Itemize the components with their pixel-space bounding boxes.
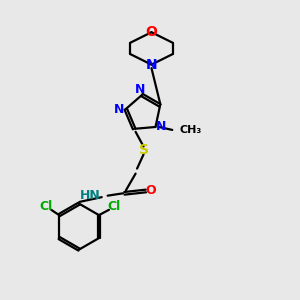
Text: S: S (140, 143, 149, 157)
Text: N: N (135, 83, 146, 96)
Text: HN: HN (80, 189, 101, 202)
Text: CH₃: CH₃ (180, 125, 202, 135)
Text: N: N (156, 121, 166, 134)
Text: N: N (114, 103, 124, 116)
Text: Cl: Cl (108, 200, 121, 213)
Text: O: O (146, 25, 158, 39)
Text: N: N (146, 58, 157, 72)
Text: Cl: Cl (39, 200, 52, 213)
Text: O: O (146, 184, 156, 197)
